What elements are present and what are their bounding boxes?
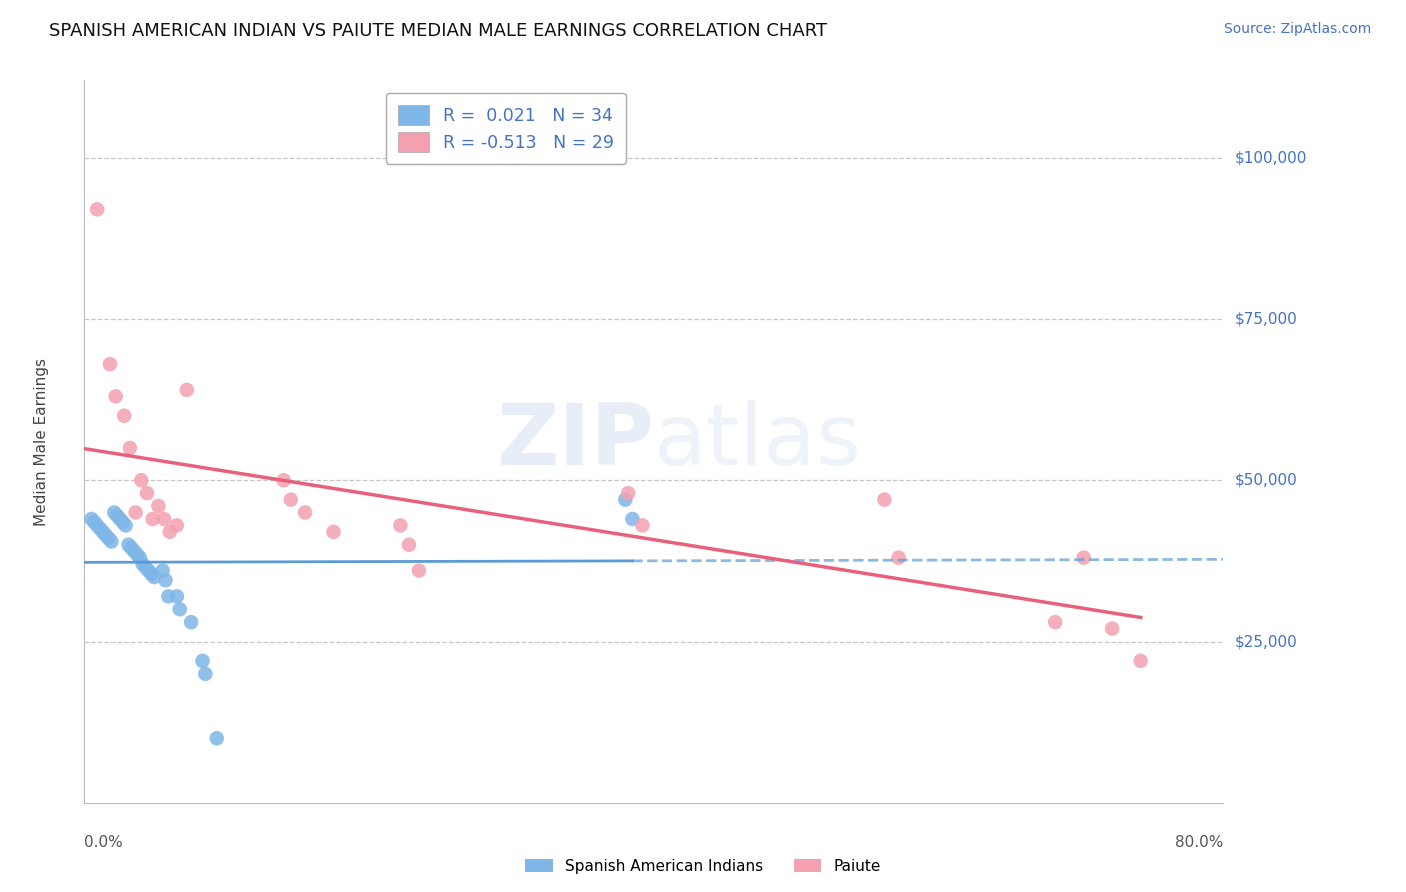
Point	[143, 570, 166, 584]
Legend: Spanish American Indians, Paiute: Spanish American Indians, Paiute	[519, 853, 887, 880]
Point	[83, 515, 105, 529]
Point	[86, 202, 108, 217]
Point	[191, 654, 214, 668]
Point	[180, 615, 202, 630]
Point	[157, 590, 180, 604]
Point	[155, 573, 177, 587]
Point	[322, 524, 344, 539]
Point	[122, 544, 145, 558]
Text: $50,000: $50,000	[1234, 473, 1298, 488]
Point	[117, 538, 139, 552]
Point	[138, 564, 160, 578]
Point	[104, 389, 127, 403]
Text: $25,000: $25,000	[1234, 634, 1298, 649]
Point	[91, 524, 114, 539]
Point	[408, 564, 430, 578]
Point	[94, 528, 117, 542]
Point	[105, 508, 128, 523]
Point	[1073, 550, 1095, 565]
Point	[97, 531, 120, 545]
Point	[166, 518, 188, 533]
Point	[614, 492, 637, 507]
Point	[103, 506, 125, 520]
Point	[631, 518, 654, 533]
Point	[1129, 654, 1152, 668]
Point	[80, 512, 103, 526]
Text: 80.0%: 80.0%	[1175, 835, 1223, 850]
Point	[114, 518, 136, 533]
Point	[205, 731, 228, 746]
Point	[98, 357, 121, 371]
Point	[166, 590, 188, 604]
Point	[131, 473, 153, 487]
Point	[617, 486, 640, 500]
Point	[169, 602, 191, 616]
Text: Source: ZipAtlas.com: Source: ZipAtlas.com	[1223, 22, 1371, 37]
Point	[621, 512, 644, 526]
Point	[153, 512, 176, 526]
Text: $100,000: $100,000	[1234, 150, 1308, 165]
Point	[887, 550, 910, 565]
Point	[873, 492, 896, 507]
Legend: R =  0.021   N = 34, R = -0.513   N = 29: R = 0.021 N = 34, R = -0.513 N = 29	[385, 93, 626, 164]
Text: ZIP: ZIP	[496, 400, 654, 483]
Point	[398, 538, 420, 552]
Point	[194, 666, 217, 681]
Point	[152, 564, 174, 578]
Point	[148, 499, 170, 513]
Text: Median Male Earnings: Median Male Earnings	[34, 358, 49, 525]
Point	[100, 534, 122, 549]
Point	[125, 548, 148, 562]
Point	[120, 541, 142, 555]
Point	[273, 473, 295, 487]
Point	[135, 560, 157, 574]
Point	[294, 506, 316, 520]
Text: SPANISH AMERICAN INDIAN VS PAIUTE MEDIAN MALE EARNINGS CORRELATION CHART: SPANISH AMERICAN INDIAN VS PAIUTE MEDIAN…	[49, 22, 827, 40]
Point	[132, 557, 155, 571]
Point	[280, 492, 302, 507]
Text: $75,000: $75,000	[1234, 311, 1298, 326]
Point	[1101, 622, 1123, 636]
Point	[1045, 615, 1067, 630]
Point	[142, 512, 165, 526]
Point	[136, 486, 159, 500]
Point	[108, 512, 131, 526]
Point	[86, 518, 108, 533]
Point	[111, 515, 134, 529]
Point	[389, 518, 412, 533]
Point	[89, 522, 111, 536]
Text: atlas: atlas	[654, 400, 862, 483]
Point	[159, 524, 181, 539]
Point	[128, 550, 150, 565]
Point	[118, 441, 141, 455]
Point	[176, 383, 198, 397]
Point	[112, 409, 135, 423]
Point	[141, 566, 163, 581]
Text: 0.0%: 0.0%	[84, 835, 124, 850]
Point	[124, 506, 146, 520]
